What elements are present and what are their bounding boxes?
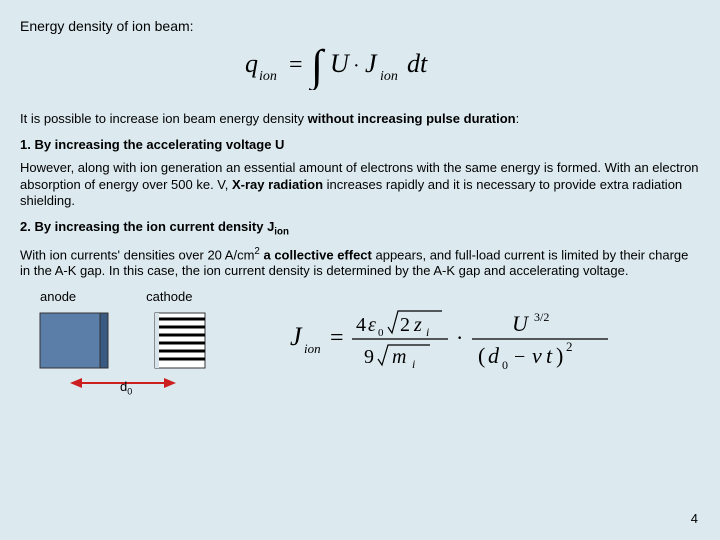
intro-bold: without increasing pulse duration bbox=[308, 111, 516, 126]
svg-text:U: U bbox=[330, 49, 351, 78]
svg-text:d: d bbox=[488, 343, 500, 368]
svg-text:q: q bbox=[245, 49, 258, 78]
svg-text:2: 2 bbox=[400, 314, 410, 336]
svg-text:v: v bbox=[532, 343, 542, 368]
d0-label: d0 bbox=[120, 379, 132, 397]
svg-text:0: 0 bbox=[502, 358, 508, 372]
svg-text:U: U bbox=[512, 311, 530, 336]
svg-text:): ) bbox=[556, 343, 563, 368]
svg-text:m: m bbox=[392, 346, 406, 368]
svg-text:(: ( bbox=[478, 343, 485, 368]
svg-text:J: J bbox=[365, 49, 378, 78]
svg-text:ion: ion bbox=[380, 69, 398, 84]
svg-text:z: z bbox=[413, 314, 422, 336]
svg-text:J: J bbox=[290, 322, 303, 351]
equation-qion: q ion = ∫ U · J ion dt bbox=[20, 40, 700, 93]
bottom-row: anode cathode bbox=[20, 289, 700, 398]
svg-text:4: 4 bbox=[356, 314, 366, 336]
point2-a: 2. By increasing the ion current density… bbox=[20, 219, 274, 234]
svg-text:2: 2 bbox=[566, 339, 573, 354]
intro-tail: : bbox=[516, 111, 520, 126]
svg-text:0: 0 bbox=[378, 327, 384, 339]
svg-text:·: · bbox=[456, 325, 463, 350]
point-1-body: However, along with ion generation an es… bbox=[20, 160, 700, 209]
svg-text:∫: ∫ bbox=[308, 41, 326, 90]
d0-sub: 0 bbox=[127, 386, 132, 396]
svg-text:9: 9 bbox=[364, 346, 374, 368]
svg-text:ion: ion bbox=[304, 341, 321, 356]
svg-text:−: − bbox=[514, 346, 525, 368]
equation-jion: J ion = 4 ε 0 2 z i 9 m i · U 3/2 ( bbox=[290, 303, 620, 378]
anode-label: anode bbox=[40, 289, 76, 304]
anode-cathode-diagram bbox=[20, 308, 250, 398]
point-2-heading: 2. By increasing the ion current density… bbox=[20, 219, 700, 238]
svg-text:ion: ion bbox=[259, 69, 277, 84]
point-1-heading: 1. By increasing the accelerating voltag… bbox=[20, 137, 700, 152]
diagram-labels: anode cathode bbox=[20, 289, 250, 304]
svg-text:dt: dt bbox=[407, 49, 428, 78]
svg-text:3/2: 3/2 bbox=[534, 310, 549, 324]
point2-sub: ion bbox=[274, 227, 289, 238]
heading: Energy density of ion beam: bbox=[20, 18, 700, 34]
body2-a: With ion currents' densities over 20 A/c… bbox=[20, 247, 254, 262]
svg-text:ε: ε bbox=[368, 314, 376, 336]
body2-bold: a collective effect bbox=[263, 247, 371, 262]
svg-text:=: = bbox=[330, 325, 344, 351]
svg-text:i: i bbox=[412, 357, 415, 371]
diagram-area: anode cathode bbox=[20, 289, 250, 398]
intro-plain: It is possible to increase ion beam ener… bbox=[20, 111, 308, 126]
intro-text: It is possible to increase ion beam ener… bbox=[20, 111, 700, 127]
cathode-label: cathode bbox=[146, 289, 192, 304]
page-number: 4 bbox=[691, 511, 698, 526]
svg-text:=: = bbox=[289, 52, 303, 78]
point-2-body: With ion currents' densities over 20 A/c… bbox=[20, 246, 700, 280]
svg-text:·: · bbox=[353, 55, 360, 77]
svg-text:t: t bbox=[546, 343, 553, 368]
svg-text:i: i bbox=[426, 325, 429, 339]
body1-bold: X-ray radiation bbox=[232, 177, 323, 192]
